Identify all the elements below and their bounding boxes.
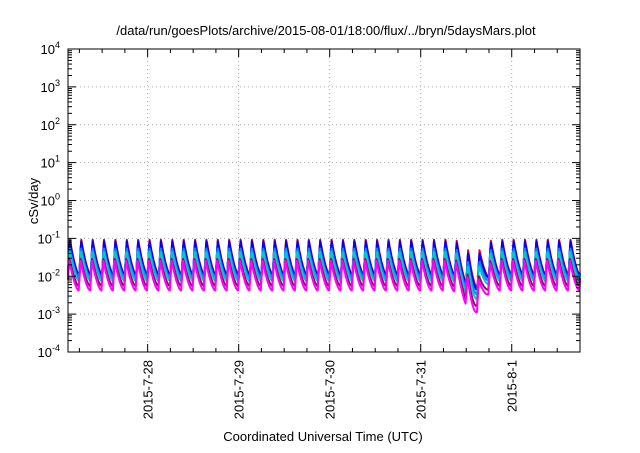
x-axis-label: Coordinated Universal Time (UTC) — [223, 429, 422, 444]
y-tick-label: 10-4 — [38, 343, 60, 360]
y-tick-label: 101 — [41, 154, 60, 171]
y-tick-label: 100 — [41, 192, 60, 209]
y-tick-labels: 10-4 10-3 10-2 10-1 100 101 102 103 104 — [38, 40, 60, 360]
y-tick-label: 10-3 — [38, 305, 60, 322]
series-line-6 — [67, 259, 581, 314]
chart-title: /data/run/goesPlots/archive/2015-08-01/1… — [116, 23, 536, 38]
axes — [67, 48, 581, 353]
x-tick-label: 2015-8-1 — [505, 360, 520, 412]
y-tick-label: 10-1 — [38, 229, 60, 246]
y-tick-label: 103 — [41, 78, 60, 95]
x-tick-label: 2015-7-28 — [141, 360, 156, 419]
y-tick-label: 10-2 — [38, 267, 60, 284]
y-tick-label: 102 — [41, 116, 60, 133]
y-tick-label: 104 — [41, 40, 60, 57]
x-tick-labels: 2015-7-28 2015-7-29 2015-7-30 2015-7-31 2015… — [141, 360, 520, 419]
grid-lines — [68, 49, 580, 352]
y-axis-label: cSv/day — [26, 177, 41, 224]
series-line-2 — [67, 240, 581, 291]
series-lines — [67, 238, 581, 314]
x-tick-label: 2015-7-29 — [232, 360, 247, 419]
x-tick-label: 2015-7-30 — [323, 360, 338, 419]
x-tick-label: 2015-7-31 — [414, 360, 429, 419]
series-line-4 — [67, 251, 581, 300]
series-line-5 — [67, 258, 581, 307]
